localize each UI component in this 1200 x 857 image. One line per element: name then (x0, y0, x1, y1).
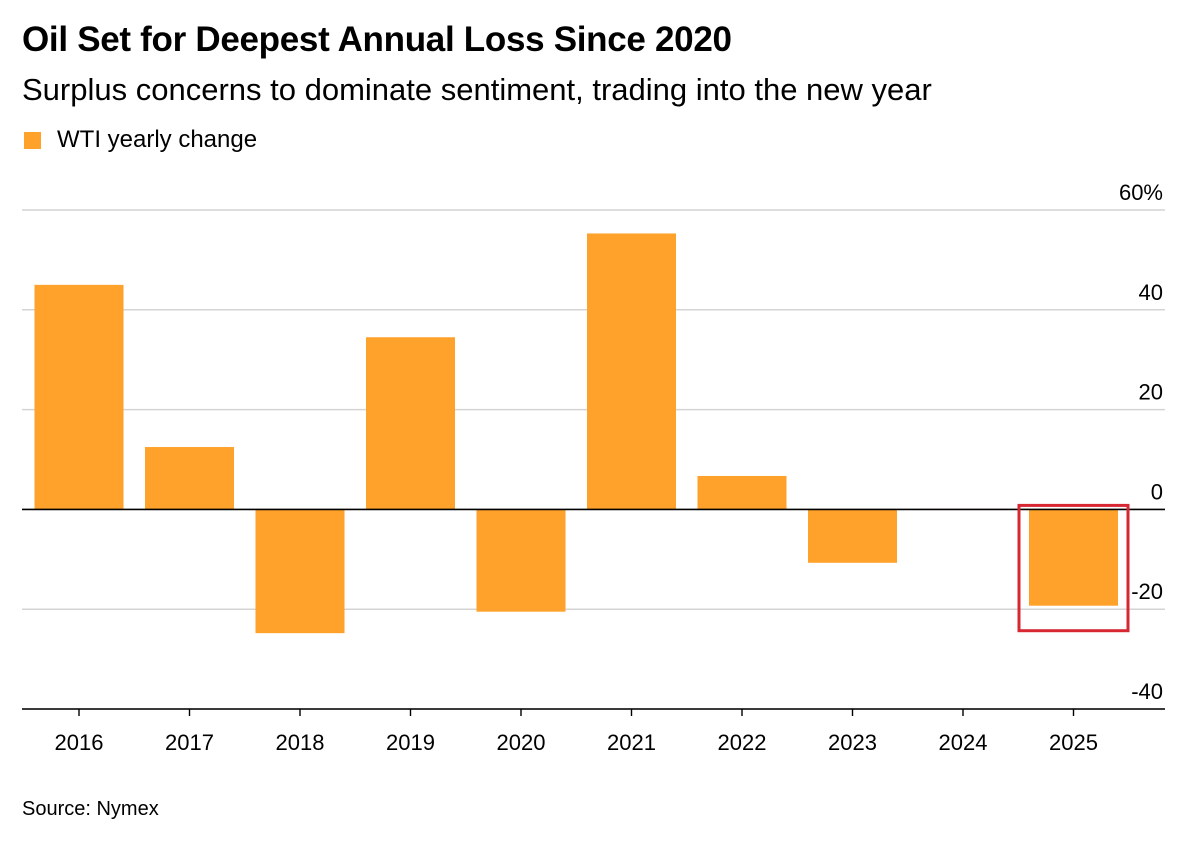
x-tick-label: 2020 (497, 730, 546, 755)
legend-swatch (24, 131, 41, 149)
chart-subtitle: Surplus concerns to dominate sentiment, … (22, 72, 932, 107)
x-tick-label: 2018 (276, 730, 325, 755)
y-tick-label: 60% (1119, 180, 1163, 205)
source-note: Source: Nymex (22, 798, 159, 820)
bar-2017 (145, 447, 234, 510)
x-tick-label: 2016 (55, 730, 104, 755)
bar-2023 (808, 509, 897, 563)
axes (22, 503, 1165, 716)
bar-2022 (697, 475, 787, 510)
x-tick-label: 2017 (165, 730, 214, 755)
y-tick-label: -20 (1131, 579, 1163, 604)
x-tick-label: 2024 (939, 730, 988, 755)
bar-2021 (587, 233, 676, 510)
x-tick-label: 2021 (607, 730, 656, 755)
y-tick-label: 20 (1139, 380, 1163, 405)
chart-title: Oil Set for Deepest Annual Loss Since 20… (22, 20, 732, 59)
x-tick-label: 2019 (386, 730, 435, 755)
tick-labels: 60% 40 20 0 -20 -40 2016 2017 2018 2019 2020 2021 20… (55, 180, 1163, 755)
bar-2016 (34, 284, 124, 510)
y-tick-label: 40 (1139, 280, 1163, 305)
y-tick-label: 0 (1151, 479, 1163, 504)
legend: WTI yearly change (24, 126, 257, 154)
bar-2018 (255, 509, 345, 634)
x-tick-label: 2022 (718, 730, 767, 755)
x-tick-label: 2025 (1049, 730, 1098, 755)
bar-2020 (476, 509, 566, 612)
bar-2019 (366, 337, 455, 510)
bars (34, 233, 1118, 634)
legend-label: WTI yearly change (57, 126, 258, 153)
y-tick-label: -40 (1131, 679, 1163, 704)
bar-2025 (1029, 509, 1118, 606)
highlight-box (1017, 503, 1130, 633)
x-tick-label: 2023 (828, 730, 877, 755)
